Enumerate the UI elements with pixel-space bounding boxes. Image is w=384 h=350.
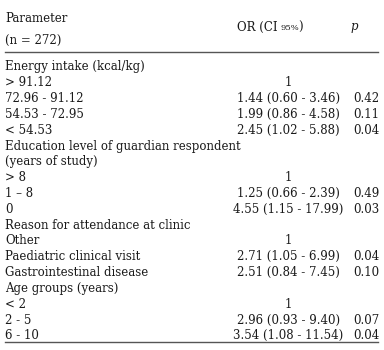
Text: > 8: > 8 xyxy=(5,171,26,184)
Text: 0.42: 0.42 xyxy=(353,92,379,105)
Text: Other: Other xyxy=(5,234,40,247)
Text: 6 - 10: 6 - 10 xyxy=(5,329,39,342)
Text: 1 – 8: 1 – 8 xyxy=(5,187,33,200)
Text: 95%: 95% xyxy=(281,24,300,32)
Text: 2.45 (1.02 - 5.88): 2.45 (1.02 - 5.88) xyxy=(237,124,339,137)
Text: 2 - 5: 2 - 5 xyxy=(5,314,31,327)
Text: 0.04: 0.04 xyxy=(353,329,379,342)
Text: Education level of guardian respondent: Education level of guardian respondent xyxy=(5,140,241,153)
Text: 1.25 (0.66 - 2.39): 1.25 (0.66 - 2.39) xyxy=(237,187,340,200)
Text: 0.04: 0.04 xyxy=(353,250,379,263)
Text: 2.71 (1.05 - 6.99): 2.71 (1.05 - 6.99) xyxy=(237,250,340,263)
Text: Reason for attendance at clinic: Reason for attendance at clinic xyxy=(5,219,191,232)
Text: (n = 272): (n = 272) xyxy=(5,34,61,47)
Text: Age groups (years): Age groups (years) xyxy=(5,282,119,295)
Text: 0: 0 xyxy=(5,203,13,216)
Text: > 91.12: > 91.12 xyxy=(5,76,52,89)
Text: 0.10: 0.10 xyxy=(353,266,379,279)
Text: Gastrointestinal disease: Gastrointestinal disease xyxy=(5,266,149,279)
Text: 1: 1 xyxy=(285,171,292,184)
Text: < 54.53: < 54.53 xyxy=(5,124,53,137)
Text: 1: 1 xyxy=(285,298,292,311)
Text: Parameter: Parameter xyxy=(5,12,68,25)
Text: 0.03: 0.03 xyxy=(353,203,379,216)
Text: 4.55 (1.15 - 17.99): 4.55 (1.15 - 17.99) xyxy=(233,203,343,216)
Text: 1.44 (0.60 - 3.46): 1.44 (0.60 - 3.46) xyxy=(237,92,340,105)
Text: 1: 1 xyxy=(285,76,292,89)
Text: 0.11: 0.11 xyxy=(353,108,379,121)
Text: 54.53 - 72.95: 54.53 - 72.95 xyxy=(5,108,84,121)
Text: OR (CI: OR (CI xyxy=(237,21,278,34)
Text: 1.99 (0.86 - 4.58): 1.99 (0.86 - 4.58) xyxy=(237,108,340,121)
Text: Paediatric clinical visit: Paediatric clinical visit xyxy=(5,250,141,263)
Text: 0.49: 0.49 xyxy=(353,187,379,200)
Text: Energy intake (kcal/kg): Energy intake (kcal/kg) xyxy=(5,61,145,74)
Text: 0.07: 0.07 xyxy=(353,314,379,327)
Text: (years of study): (years of study) xyxy=(5,155,98,168)
Text: 2.51 (0.84 - 7.45): 2.51 (0.84 - 7.45) xyxy=(237,266,340,279)
Text: 3.54 (1.08 - 11.54): 3.54 (1.08 - 11.54) xyxy=(233,329,343,342)
Text: < 2: < 2 xyxy=(5,298,26,311)
Text: ): ) xyxy=(298,21,303,34)
Text: 1: 1 xyxy=(285,234,292,247)
Text: p: p xyxy=(351,21,359,34)
Text: 72.96 - 91.12: 72.96 - 91.12 xyxy=(5,92,84,105)
Text: 2.96 (0.93 - 9.40): 2.96 (0.93 - 9.40) xyxy=(237,314,340,327)
Text: 0.04: 0.04 xyxy=(353,124,379,137)
